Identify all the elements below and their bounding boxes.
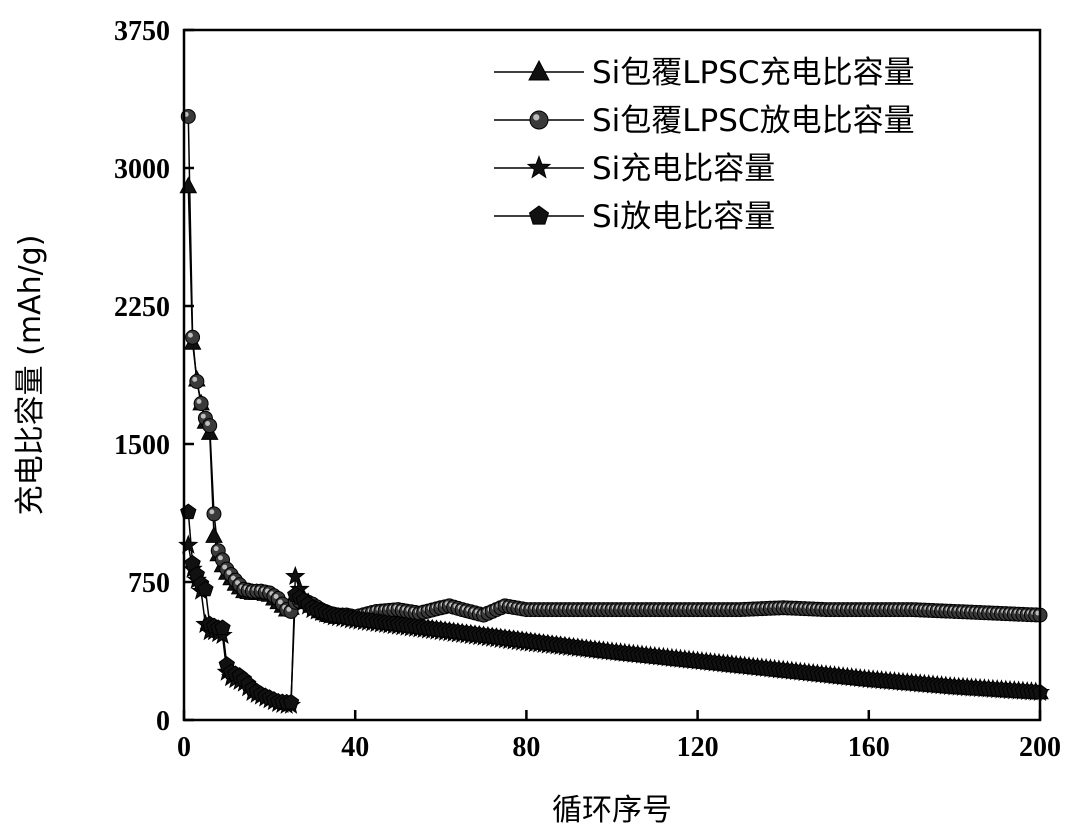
- legend-label: Si放电比容量: [592, 199, 775, 235]
- x-tick-label: 200: [1019, 732, 1061, 763]
- data-point-series-2-highlight: [188, 332, 193, 338]
- data-point-series-2-highlight: [226, 570, 232, 575]
- y-tick-label: 3750: [114, 16, 170, 47]
- plot-frame: [182, 28, 1042, 722]
- legend-marker: [528, 59, 550, 81]
- y-tick-label: 2250: [114, 292, 170, 323]
- data-point-series-2-highlight: [200, 413, 206, 419]
- x-tick-label: 40: [341, 732, 369, 763]
- legend: Si包覆LPSC充电比容量 Si包覆LPSC放电比容量 Si充电比容量 Si放电比容量: [494, 55, 915, 235]
- legend-marker: [528, 205, 550, 225]
- data-point-series-2: [193, 396, 209, 412]
- data-point-series-2-highlight: [213, 546, 219, 552]
- data-point-series-2-highlight: [277, 599, 283, 605]
- data-point-series-2-highlight: [209, 509, 215, 515]
- data-point-series-2: [206, 506, 222, 522]
- data-point-series-2: [185, 329, 201, 345]
- data-point-series-2-highlight: [222, 564, 228, 570]
- data-point-series-1: [205, 526, 223, 543]
- data-point-series-4: [197, 580, 214, 597]
- data-point-series-2-highlight: [192, 376, 198, 382]
- y-tick-label: 3000: [114, 154, 170, 185]
- axis-ticks: 0 40 80 120 160 200 0 750 1500 2250 3000 3750: [114, 16, 1061, 763]
- data-point-series-2-highlight: [205, 421, 211, 426]
- y-tick-label: 1500: [114, 430, 170, 461]
- legend-marker-highlight: [533, 114, 540, 121]
- data-point-series-2: [189, 373, 205, 389]
- data-point-series-1: [179, 176, 198, 194]
- legend-label: Si包覆LPSC充电比容量: [592, 55, 915, 91]
- data-point-series-3: [285, 565, 306, 586]
- x-tick-label: 160: [848, 732, 890, 763]
- legend-label: Si充电比容量: [592, 151, 775, 187]
- data-point-series-2-highlight: [196, 398, 202, 404]
- data-point-series-2: [202, 418, 218, 434]
- data-point-series-2-highlight: [273, 594, 279, 599]
- data-point-series-2-highlight: [230, 575, 236, 581]
- y-tick-label: 0: [156, 706, 170, 737]
- data-point-series-4: [282, 693, 300, 710]
- y-axis-label: 充电比容量 (mAh/g): [13, 235, 48, 516]
- series-markers: [178, 108, 1051, 714]
- data-point-series-4: [214, 619, 231, 635]
- x-tick-label: 0: [177, 732, 191, 763]
- x-tick-label: 80: [512, 732, 540, 763]
- data-point-series-2-highlight: [286, 606, 292, 612]
- data-point-series-2-highlight: [235, 580, 240, 586]
- x-tick-label: 120: [677, 732, 719, 763]
- y-tick-label: 750: [128, 568, 170, 599]
- series-line-2: [187, 116, 1041, 618]
- data-point-series-2-highlight: [217, 555, 223, 561]
- x-axis-label: 循环序号: [552, 793, 672, 828]
- legend-label: Si包覆LPSC放电比容量: [592, 103, 915, 139]
- legend-marker: [529, 110, 549, 130]
- legend-marker: [526, 155, 552, 179]
- data-point-series-3: [178, 534, 199, 554]
